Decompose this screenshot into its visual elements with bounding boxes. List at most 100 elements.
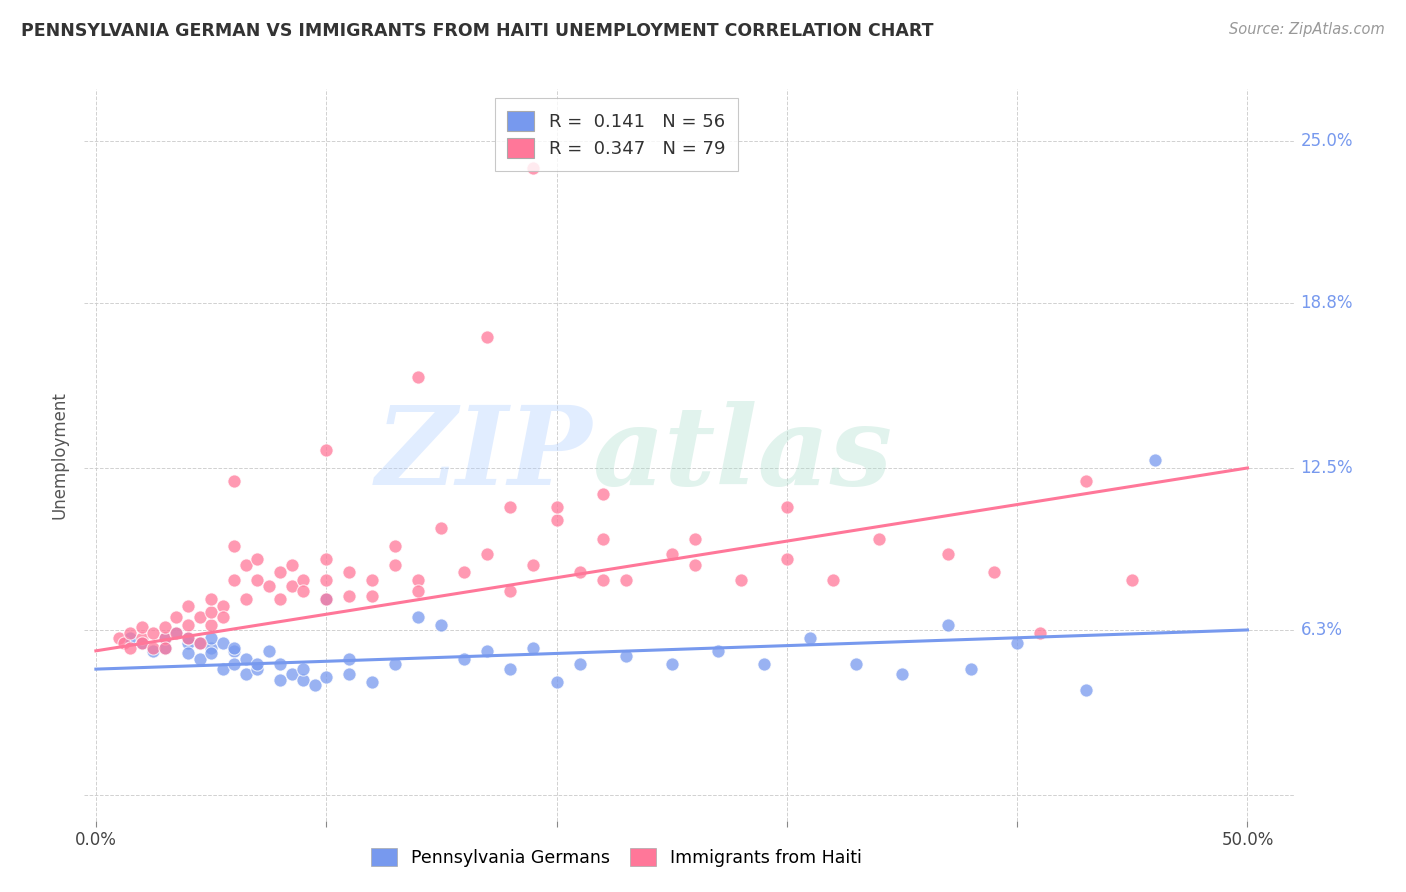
Point — [384, 657, 406, 671]
Point — [177, 599, 200, 614]
Point — [776, 500, 799, 515]
Point — [246, 657, 269, 671]
Point — [200, 641, 222, 656]
Point — [592, 487, 614, 501]
Point — [936, 547, 959, 561]
Point — [235, 558, 257, 572]
Point — [614, 574, 637, 588]
Point — [120, 625, 142, 640]
Point — [188, 651, 211, 665]
Point — [730, 574, 752, 588]
Point — [337, 589, 360, 603]
Point — [337, 566, 360, 580]
Point — [257, 644, 280, 658]
Point — [568, 657, 591, 671]
Point — [776, 552, 799, 566]
Point — [200, 617, 222, 632]
Point — [546, 500, 568, 515]
Point — [546, 675, 568, 690]
Point — [269, 673, 291, 687]
Point — [142, 644, 165, 658]
Text: ZIP: ZIP — [375, 401, 592, 508]
Point — [799, 631, 821, 645]
Point — [269, 657, 291, 671]
Point — [891, 667, 914, 681]
Text: PENNSYLVANIA GERMAN VS IMMIGRANTS FROM HAITI UNEMPLOYMENT CORRELATION CHART: PENNSYLVANIA GERMAN VS IMMIGRANTS FROM H… — [21, 22, 934, 40]
Point — [315, 591, 337, 606]
Point — [200, 591, 222, 606]
Point — [408, 583, 430, 598]
Point — [246, 552, 269, 566]
Text: atlas: atlas — [592, 401, 893, 508]
Point — [188, 636, 211, 650]
Point — [177, 636, 200, 650]
Point — [868, 532, 890, 546]
Point — [166, 625, 188, 640]
Point — [292, 583, 315, 598]
Point — [315, 442, 337, 457]
Point — [200, 647, 222, 661]
Point — [315, 552, 337, 566]
Point — [131, 620, 153, 634]
Point — [153, 641, 176, 656]
Point — [131, 636, 153, 650]
Point — [142, 625, 165, 640]
Point — [222, 657, 245, 671]
Point — [211, 599, 233, 614]
Point — [1076, 683, 1098, 698]
Point — [960, 662, 983, 676]
Point — [235, 591, 257, 606]
Point — [166, 625, 188, 640]
Text: Source: ZipAtlas.com: Source: ZipAtlas.com — [1229, 22, 1385, 37]
Point — [361, 574, 384, 588]
Y-axis label: Unemployment: Unemployment — [51, 391, 69, 519]
Point — [166, 610, 188, 624]
Point — [222, 574, 245, 588]
Point — [522, 641, 544, 656]
Point — [153, 631, 176, 645]
Point — [337, 667, 360, 681]
Point — [211, 610, 233, 624]
Point — [120, 631, 142, 645]
Text: 6.3%: 6.3% — [1301, 621, 1343, 639]
Point — [683, 532, 706, 546]
Point — [408, 610, 430, 624]
Point — [153, 631, 176, 645]
Point — [177, 647, 200, 661]
Point — [280, 578, 302, 592]
Point — [661, 657, 683, 671]
Point — [453, 566, 475, 580]
Point — [477, 644, 499, 658]
Point — [983, 566, 1005, 580]
Point — [499, 662, 522, 676]
Point — [153, 641, 176, 656]
Point — [188, 636, 211, 650]
Point — [1076, 474, 1098, 488]
Point — [408, 574, 430, 588]
Point — [499, 500, 522, 515]
Point — [177, 617, 200, 632]
Point — [384, 539, 406, 553]
Point — [683, 558, 706, 572]
Point — [453, 651, 475, 665]
Point — [936, 617, 959, 632]
Point — [304, 678, 326, 692]
Text: 18.8%: 18.8% — [1301, 294, 1353, 312]
Point — [222, 641, 245, 656]
Point — [131, 631, 153, 645]
Point — [200, 605, 222, 619]
Point — [1005, 636, 1028, 650]
Point — [1029, 625, 1052, 640]
Point — [430, 521, 453, 535]
Point — [235, 651, 257, 665]
Point — [546, 513, 568, 527]
Point — [592, 532, 614, 546]
Point — [120, 641, 142, 656]
Point — [522, 161, 544, 175]
Point — [292, 673, 315, 687]
Point — [408, 369, 430, 384]
Point — [337, 651, 360, 665]
Point — [361, 675, 384, 690]
Point — [568, 566, 591, 580]
Point — [315, 591, 337, 606]
